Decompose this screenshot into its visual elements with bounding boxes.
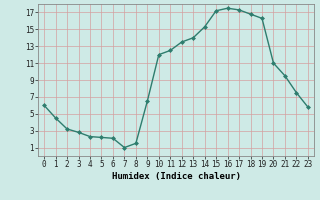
- X-axis label: Humidex (Indice chaleur): Humidex (Indice chaleur): [111, 172, 241, 181]
